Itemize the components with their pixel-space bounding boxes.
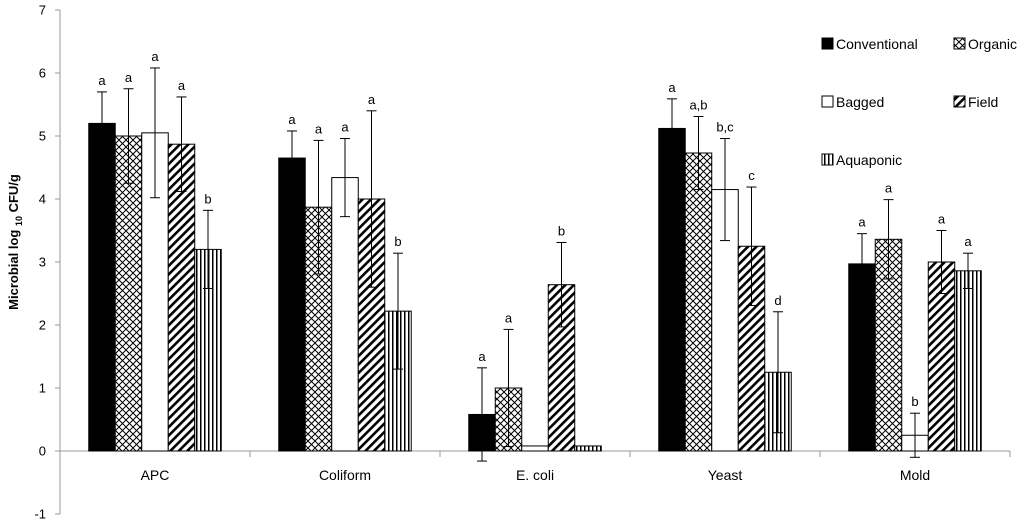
bar-aquaponic: [574, 445, 602, 452]
legend-label-aquaponic: Aquaponic: [836, 152, 902, 168]
legend-swatch-aquaponic: [821, 153, 834, 166]
significance-label: b: [204, 191, 211, 206]
y-tick-label: 5: [39, 129, 46, 144]
y-tick-label: 7: [39, 3, 46, 18]
legend-label-conventional: Conventional: [836, 36, 918, 52]
significance-label: a: [505, 310, 513, 325]
legend-label-organic: Organic: [968, 36, 1017, 52]
y-tick-label: 2: [39, 318, 46, 333]
significance-label: a: [858, 215, 866, 230]
bar-aquaponic: [954, 270, 982, 452]
bar-organic: [114, 135, 143, 452]
legend-label-bagged: Bagged: [836, 94, 884, 110]
significance-label: a: [478, 349, 486, 364]
bar-conventional: [658, 127, 686, 452]
legend-swatch-field: [953, 95, 966, 108]
x-category-label: APC: [141, 467, 170, 483]
significance-label: a,b: [689, 97, 707, 112]
significance-label: a: [938, 212, 946, 227]
y-axis-title-suffix: CFU/g: [6, 174, 21, 216]
legend-label-field: Field: [968, 94, 998, 110]
y-tick-label: 1: [39, 381, 46, 396]
significance-label: a: [125, 70, 133, 85]
bar-bagged: [331, 177, 359, 452]
legend-swatch-organic: [953, 37, 966, 50]
significance-label: a: [98, 73, 106, 88]
significance-label: a: [341, 120, 349, 135]
y-axis-title-subscript: 10: [14, 216, 24, 226]
x-category-label: Yeast: [708, 467, 743, 483]
y-tick-label: 6: [39, 66, 46, 81]
y-axis-title: Microbial log 10 CFU/g: [6, 174, 24, 310]
significance-label: a: [315, 121, 323, 136]
y-tick-label: -1: [34, 507, 46, 522]
significance-label: b,c: [716, 120, 734, 135]
x-category-label: Mold: [900, 467, 930, 483]
x-category-label: Coliform: [319, 467, 371, 483]
bar-organic: [684, 152, 713, 452]
significance-label: b: [394, 234, 401, 249]
significance-label: a: [668, 80, 676, 95]
legend-swatch-conventional: [821, 37, 834, 50]
significance-label: a: [368, 92, 376, 107]
x-category-label: E. coli: [516, 467, 554, 483]
significance-label: d: [774, 293, 781, 308]
significance-label: a: [885, 181, 893, 196]
legend-swatch-bagged: [821, 95, 834, 108]
y-tick-label: 3: [39, 255, 46, 270]
y-tick-label: 0: [39, 444, 46, 459]
y-tick-label: 4: [39, 192, 46, 207]
bar-conventional: [88, 122, 116, 452]
significance-label: a: [288, 112, 296, 127]
bar-conventional: [278, 157, 306, 452]
bar-bagged: [521, 445, 549, 452]
significance-label: b: [911, 394, 918, 409]
y-axis-title-prefix: Microbial log: [6, 226, 21, 310]
significance-label: b: [558, 223, 565, 238]
significance-label: a: [178, 78, 186, 93]
significance-label: a: [964, 234, 972, 249]
significance-label: a: [151, 49, 159, 64]
significance-label: c: [748, 168, 755, 183]
